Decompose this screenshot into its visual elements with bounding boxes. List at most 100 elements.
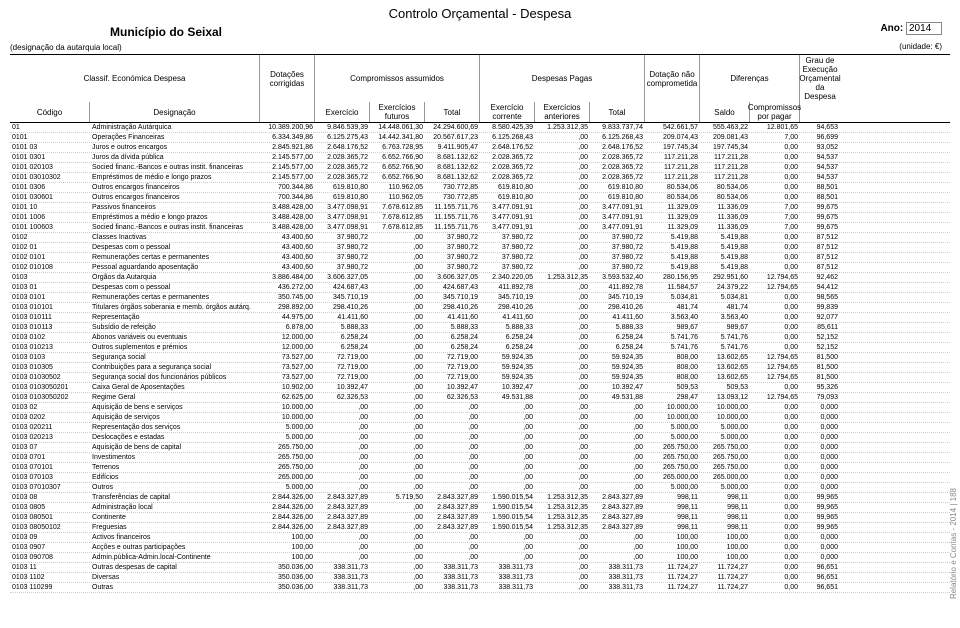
ano-label: Ano: — [880, 23, 903, 34]
cell-dot: 6.334.349,86 — [260, 133, 315, 142]
cell-codigo: 0103 020211 — [10, 423, 90, 432]
cell-ea: 1.253.312,35 — [535, 523, 590, 532]
cell-desig: Titulares órgãos soberania e memb. órgão… — [90, 303, 260, 312]
cell-ef: 6.652.766,90 — [370, 163, 425, 172]
cell-e: 5.888,33 — [315, 323, 370, 332]
table-row: 0102 0101Remunerações certas e permanent… — [10, 253, 950, 263]
cell-codigo: 0103 010213 — [10, 343, 90, 352]
cell-g: 0,000 — [800, 423, 840, 432]
cell-desig: Abonos variáveis ou eventuais — [90, 333, 260, 342]
cell-cp: 0,00 — [750, 313, 800, 322]
cell-dot: 2.844.326,00 — [260, 523, 315, 532]
cell-cp: 0,00 — [750, 343, 800, 352]
cell-ef: ,00 — [370, 393, 425, 402]
cell-t2: 49.531,88 — [590, 393, 645, 402]
cell-e: ,00 — [315, 443, 370, 452]
cell-cp: 0,00 — [750, 243, 800, 252]
cell-dot: 43.400,60 — [260, 253, 315, 262]
cell-ef: ,00 — [370, 243, 425, 252]
cell-g: 94,412 — [800, 283, 840, 292]
cell-e: 72.719,00 — [315, 353, 370, 362]
cell-ea: ,00 — [535, 413, 590, 422]
cell-dot: 73.527,00 — [260, 353, 315, 362]
cell-desig: Outros — [90, 483, 260, 492]
cell-t1: 424.687,43 — [425, 283, 480, 292]
cell-cp: 0,00 — [750, 333, 800, 342]
cell-ea: ,00 — [535, 353, 590, 362]
table-row: 0103 070101Terrenos265.750,00,00,00,00,0… — [10, 463, 950, 473]
cell-t2: ,00 — [590, 483, 645, 492]
cell-t1: 8.681.132,62 — [425, 173, 480, 182]
cell-ec: 8.580.425,39 — [480, 123, 535, 132]
cell-t1: ,00 — [425, 413, 480, 422]
cell-desig: Caixa Geral de Aposentações — [90, 383, 260, 392]
cell-desig: Regime Geral — [90, 393, 260, 402]
cell-ec: 10.392,47 — [480, 383, 535, 392]
table-row: 0103 01030502Segurança social dos funcio… — [10, 373, 950, 383]
cell-ea: ,00 — [535, 383, 590, 392]
cell-codigo: 0103 0103050202 — [10, 393, 90, 402]
cell-g: 96,699 — [800, 133, 840, 142]
cell-desig: Segurança social dos funcionários públic… — [90, 373, 260, 382]
cell-t2: 411.892,78 — [590, 283, 645, 292]
cell-t1: 41.411,60 — [425, 313, 480, 322]
cell-cp: 0,00 — [750, 433, 800, 442]
ano-box: Ano: — [880, 22, 942, 35]
h-dotnao2 — [645, 102, 700, 122]
cell-dot: 62.625,00 — [260, 393, 315, 402]
cell-codigo: 0103 0101 — [10, 293, 90, 302]
h-total2: Total — [590, 102, 645, 122]
cell-g: 99,965 — [800, 493, 840, 502]
cell-s: 998,11 — [700, 493, 750, 502]
cell-e: 424.687,43 — [315, 283, 370, 292]
cell-codigo: 0103 — [10, 273, 90, 282]
ano-input[interactable] — [906, 22, 942, 35]
cell-s: 80.534,06 — [700, 183, 750, 192]
cell-codigo: 0101 0306 — [10, 183, 90, 192]
cell-dn: 998,11 — [645, 523, 700, 532]
cell-dn: 265.000,00 — [645, 473, 700, 482]
cell-dn: 11.584,57 — [645, 283, 700, 292]
cell-desig: Diversas — [90, 573, 260, 582]
cell-cp: 0,00 — [750, 553, 800, 562]
cell-t2: 59.924,35 — [590, 353, 645, 362]
cell-ef: ,00 — [370, 343, 425, 352]
cell-desig: Socied financ.-Bancos e outras instit. f… — [90, 163, 260, 172]
cell-ef: ,00 — [370, 443, 425, 452]
cell-desig: Representação — [90, 313, 260, 322]
cell-t1: 72.719,00 — [425, 353, 480, 362]
cell-e: 37.980,72 — [315, 243, 370, 252]
cell-ef: 14.442.341,80 — [370, 133, 425, 142]
cell-ec: 6.258,24 — [480, 343, 535, 352]
cell-t1: 730.772,85 — [425, 193, 480, 202]
cell-s: 481,74 — [700, 303, 750, 312]
table-row: 0103 010213Outros suplementos e prémios1… — [10, 343, 950, 353]
cell-dn: 10.000,00 — [645, 403, 700, 412]
cell-ea: ,00 — [535, 553, 590, 562]
cell-t2: 6.258,24 — [590, 333, 645, 342]
cell-dn: 509,53 — [645, 383, 700, 392]
cell-dn: 11.329,09 — [645, 213, 700, 222]
cell-t2: 2.028.365,72 — [590, 163, 645, 172]
cell-e: 3.606.327,05 — [315, 273, 370, 282]
cell-ef: ,00 — [370, 543, 425, 552]
cell-ec: 298.410,26 — [480, 303, 535, 312]
cell-s: 555.463,22 — [700, 123, 750, 132]
table-row: 0102 01Despesas com o pessoal43.400,6037… — [10, 243, 950, 253]
cell-ec: 41.411,60 — [480, 313, 535, 322]
cell-t2: ,00 — [590, 413, 645, 422]
table-row: 0103 1102Diversas350.036,00338.311,73,00… — [10, 573, 950, 583]
cell-e: 619.810,80 — [315, 193, 370, 202]
cell-t1: ,00 — [425, 543, 480, 552]
cell-codigo: 0103 010113 — [10, 323, 90, 332]
cell-ea: ,00 — [535, 253, 590, 262]
cell-t2: 37.980,72 — [590, 263, 645, 272]
cell-dot: 44.975,00 — [260, 313, 315, 322]
cell-g: 87,512 — [800, 243, 840, 252]
cell-g: 0,000 — [800, 473, 840, 482]
cell-e: ,00 — [315, 423, 370, 432]
cell-dn: 5.000,00 — [645, 483, 700, 492]
cell-t2: 37.980,72 — [590, 233, 645, 242]
cell-t1: 338.311,73 — [425, 563, 480, 572]
cell-codigo: 0103 0103050201 — [10, 383, 90, 392]
